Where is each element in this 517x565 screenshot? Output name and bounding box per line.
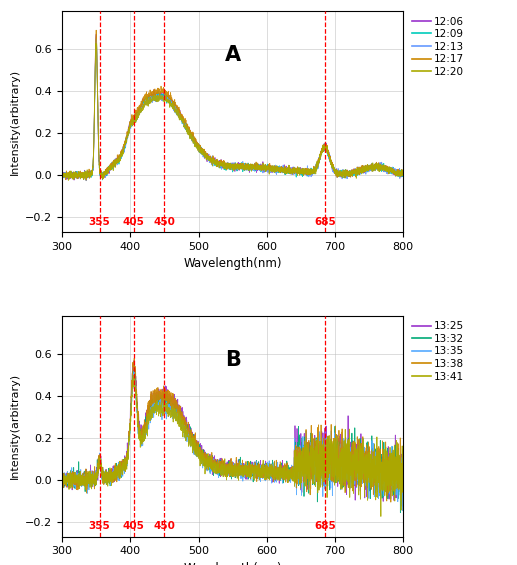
- Text: 450: 450: [154, 521, 175, 531]
- Text: B: B: [225, 350, 240, 370]
- Text: A: A: [224, 45, 241, 66]
- Y-axis label: Intensity(arbitrary): Intensity(arbitrary): [10, 373, 20, 480]
- Text: 685: 685: [314, 216, 336, 227]
- Legend: 12:06, 12:09, 12:13, 12:17, 12:20: 12:06, 12:09, 12:13, 12:17, 12:20: [412, 16, 464, 77]
- Y-axis label: Intensity(arbitrary): Intensity(arbitrary): [10, 68, 20, 175]
- Legend: 13:25, 13:32, 13:35, 13:38, 13:41: 13:25, 13:32, 13:35, 13:38, 13:41: [412, 321, 464, 381]
- X-axis label: Wavelength(nm): Wavelength(nm): [184, 257, 282, 271]
- Text: 355: 355: [89, 216, 111, 227]
- Text: 405: 405: [123, 216, 145, 227]
- Text: 405: 405: [123, 521, 145, 531]
- Text: 450: 450: [154, 216, 175, 227]
- Text: 355: 355: [89, 521, 111, 531]
- Text: 685: 685: [314, 521, 336, 531]
- X-axis label: Wavelength(nm): Wavelength(nm): [184, 562, 282, 565]
